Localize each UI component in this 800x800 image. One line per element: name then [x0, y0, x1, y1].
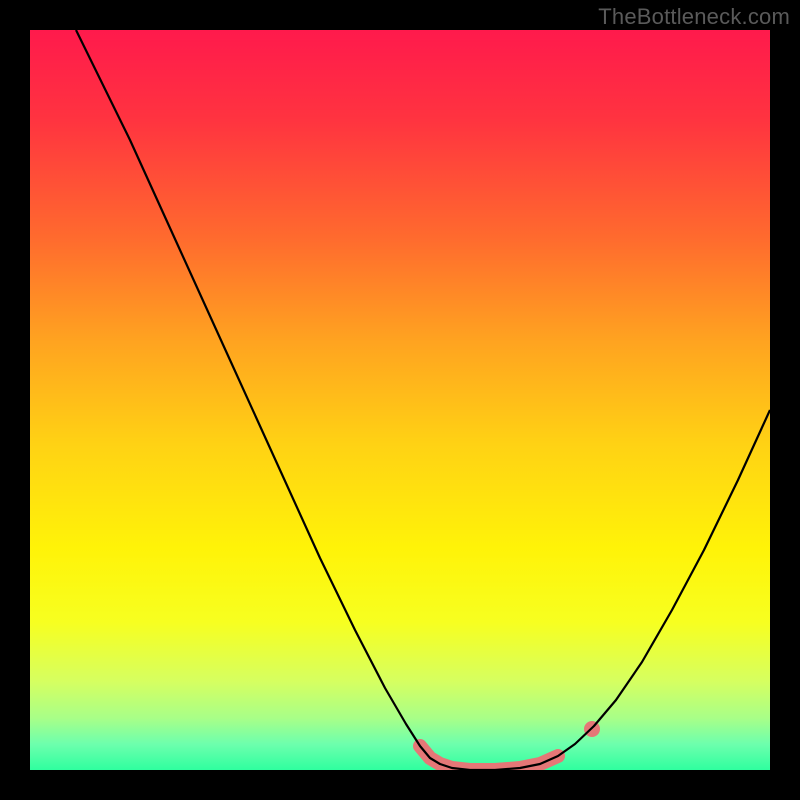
watermark-text: TheBottleneck.com [598, 4, 790, 30]
bottleneck-curve-chart [0, 0, 800, 800]
chart-frame: TheBottleneck.com [0, 0, 800, 800]
gradient-background [30, 30, 770, 770]
